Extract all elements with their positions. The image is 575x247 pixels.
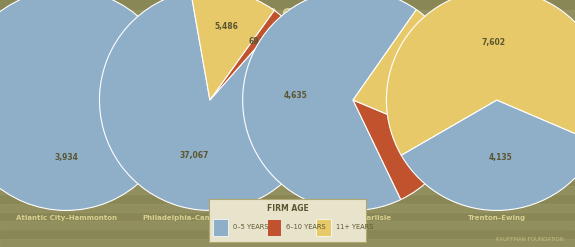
Text: 6–10 YEARS: 6–10 YEARS — [286, 224, 325, 230]
Text: Philadelphia–Camden–Wilmington: Philadelphia–Camden–Wilmington — [143, 215, 277, 221]
Wedge shape — [353, 10, 463, 143]
Bar — [0, 186, 575, 194]
FancyBboxPatch shape — [267, 219, 281, 236]
Wedge shape — [401, 100, 575, 210]
Text: 37,067: 37,067 — [179, 151, 209, 160]
Text: Trenton–Ewing: Trenton–Ewing — [467, 215, 526, 221]
Text: FIRM AGE: FIRM AGE — [267, 204, 308, 213]
Bar — [0, 27, 575, 35]
Bar — [0, 222, 575, 229]
Bar — [0, 204, 575, 212]
Bar — [0, 98, 575, 106]
Text: 5,486: 5,486 — [214, 22, 239, 31]
Text: Metropolitan Statistical Areas of the Federal Reserve Bank of Philadelphia — 201: Metropolitan Statistical Areas of the Fe… — [138, 40, 437, 46]
Wedge shape — [0, 0, 177, 210]
Bar — [0, 239, 575, 247]
Text: 11+ YEARS: 11+ YEARS — [336, 224, 373, 230]
Text: 3,934: 3,934 — [54, 153, 78, 162]
Bar — [0, 80, 575, 88]
Text: NET JOB CREATION: NET JOB CREATION — [214, 7, 361, 21]
Wedge shape — [99, 0, 320, 210]
Wedge shape — [386, 0, 575, 155]
Text: KAUFFMAN FOUNDATION: KAUFFMAN FOUNDATION — [496, 237, 564, 242]
Text: 1,496: 1,496 — [413, 75, 437, 84]
Bar — [0, 168, 575, 176]
FancyBboxPatch shape — [209, 199, 366, 242]
Bar — [0, 151, 575, 159]
Bar — [0, 116, 575, 124]
Text: 4,135: 4,135 — [488, 153, 512, 162]
Wedge shape — [210, 10, 283, 100]
Text: 697: 697 — [249, 37, 264, 46]
FancyBboxPatch shape — [316, 219, 331, 236]
Text: 4,635: 4,635 — [284, 91, 308, 100]
Bar — [0, 10, 575, 18]
Wedge shape — [353, 100, 455, 200]
Wedge shape — [191, 0, 274, 100]
Text: Harrisburg–Carlisle: Harrisburg–Carlisle — [315, 215, 391, 221]
Wedge shape — [243, 0, 416, 210]
FancyBboxPatch shape — [213, 219, 228, 236]
Bar — [0, 63, 575, 71]
Text: 0–5 YEARS: 0–5 YEARS — [233, 224, 269, 230]
Bar — [0, 133, 575, 141]
Text: 803: 803 — [400, 147, 415, 156]
Bar — [0, 45, 575, 53]
Text: Atlantic City–Hammonton: Atlantic City–Hammonton — [16, 215, 117, 221]
Text: 7,602: 7,602 — [481, 38, 505, 47]
